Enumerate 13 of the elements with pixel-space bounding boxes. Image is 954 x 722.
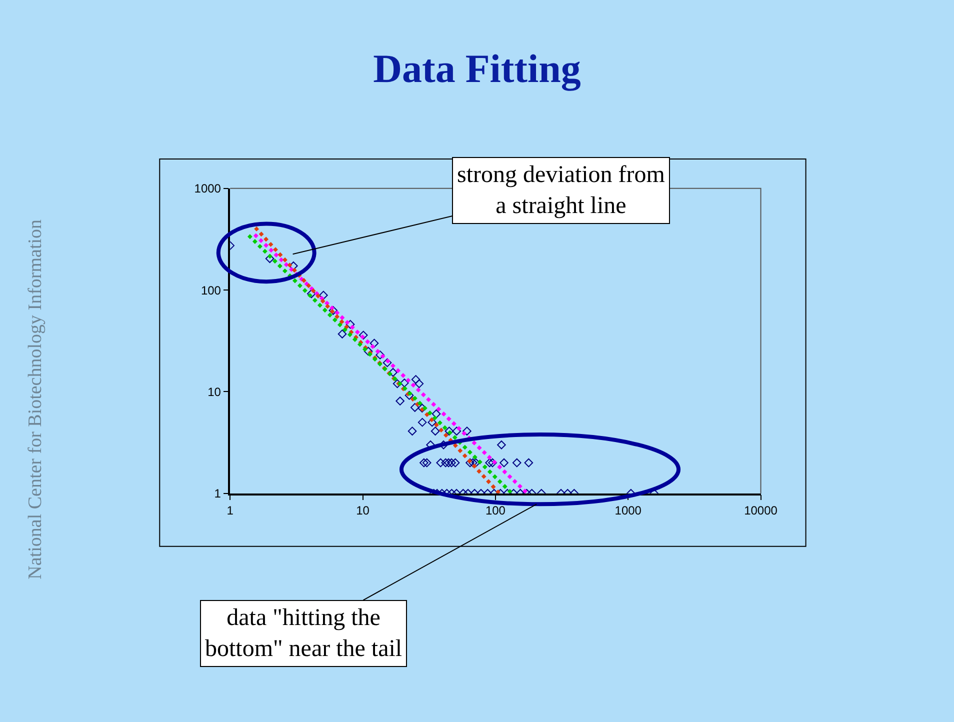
y-tick-label: 1 — [214, 486, 222, 501]
y-tick-label: 100 — [200, 283, 222, 298]
y-tick-label: 10 — [208, 384, 222, 399]
text: data "hitting the bottom" near the tail — [205, 605, 402, 662]
x-tick-label: 1000 — [614, 504, 642, 518]
y-tick-label: 1000 — [194, 182, 222, 196]
x-tick-label: 10 — [356, 504, 370, 518]
x-tick-label: 100 — [485, 504, 506, 518]
text: National Center for Biotechnology Information — [24, 218, 46, 580]
chart-title: Data Fitting — [373, 46, 581, 91]
annotation: strong deviation from a straight line — [457, 162, 666, 220]
x-tick-label: 1 — [226, 504, 234, 518]
x-tick-label: 10000 — [744, 504, 778, 518]
